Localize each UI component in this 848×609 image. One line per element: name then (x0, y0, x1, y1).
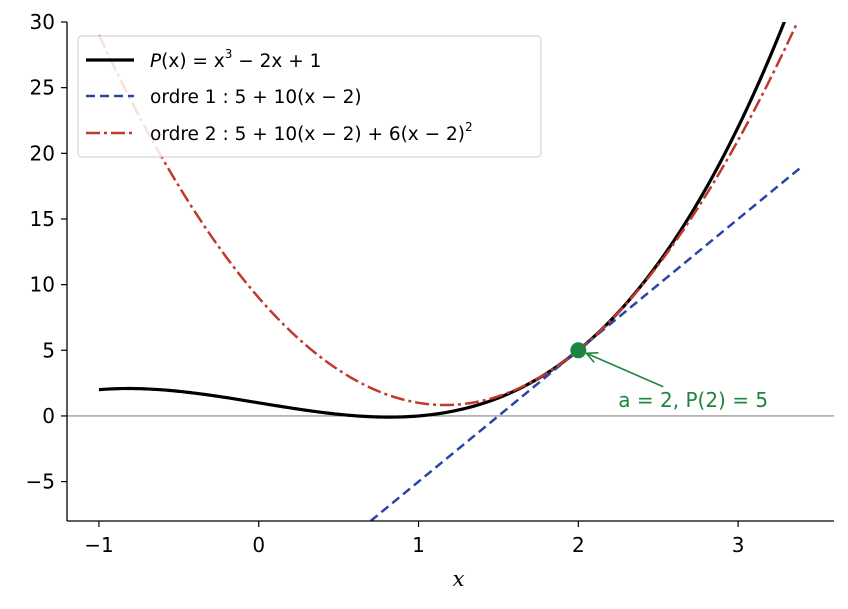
y-tick-label: 30 (30, 10, 55, 34)
x-tick-label: 1 (412, 533, 425, 557)
y-tick-label: 10 (30, 273, 55, 297)
annotation-arrow-head (584, 352, 599, 363)
y-tick-label: 15 (30, 207, 55, 231)
legend-frame (77, 35, 542, 158)
annotation-label: a = 2, P(2) = 5 (618, 388, 768, 412)
x-axis-label: x (453, 567, 465, 591)
annotation-arrow-shaft (586, 352, 664, 388)
x-tick-label: 0 (252, 533, 265, 557)
curve-ordre2 (97, 22, 799, 407)
y-tick-label: 20 (30, 141, 55, 165)
x-tick-label: −1 (84, 533, 113, 557)
ticks: −1 0 1 2 3 −5 0 5 10 15 20 25 30 x (26, 10, 745, 591)
y-tick-label: 5 (42, 338, 55, 362)
legend-label-p: P(x) = x3 − 2x + 1 (150, 47, 321, 72)
plot-area (67, 22, 834, 521)
x-tick-label: 2 (572, 533, 585, 557)
legend: P(x) = x3 − 2x + 1 ordre 1 : 5 + 10(x − … (77, 35, 542, 158)
curve-p (98, 22, 787, 419)
annotation: a = 2, P(2) = 5 (570, 342, 768, 412)
axes (66, 22, 834, 522)
x-tick-label: 3 (732, 533, 745, 557)
legend-label-ordre1: ordre 1 : 5 + 10(x − 2) (150, 87, 362, 108)
annotation-point (570, 342, 587, 359)
y-tick-label: 0 (42, 404, 55, 428)
y-tick-label: 25 (30, 76, 55, 100)
curve-ordre1 (369, 165, 803, 521)
y-tick-label: −5 (26, 470, 55, 494)
legend-label-ordre2: ordre 2 : 5 + 10(x − 2) + 6(x − 2)2 (150, 120, 473, 145)
